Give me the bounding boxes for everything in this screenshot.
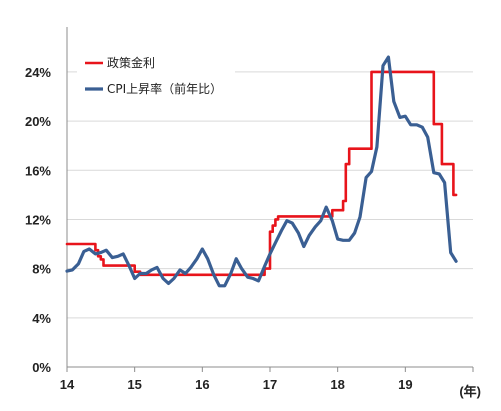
x-tick-label: 18 bbox=[330, 377, 344, 392]
x-tick-label: 17 bbox=[263, 377, 277, 392]
y-tick-label: 16% bbox=[25, 163, 51, 178]
legend-label: CPI上昇率（前年比） bbox=[107, 81, 222, 96]
series-line-policy-rate bbox=[65, 70, 458, 277]
legend: 政策金利 CPI上昇率（前年比） bbox=[77, 46, 235, 104]
x-tick-label: 16 bbox=[195, 377, 209, 392]
y-tick-label: 8% bbox=[32, 262, 51, 277]
x-tick-label: 15 bbox=[127, 377, 141, 392]
y-tick-label: 20% bbox=[25, 114, 51, 129]
y-tick-label: 0% bbox=[32, 360, 51, 375]
axes bbox=[66, 27, 474, 372]
series-line-cpi bbox=[65, 55, 458, 288]
y-axis-tick-labels: 0% 4% 8% 12% 16% 20% 24% bbox=[25, 65, 51, 375]
plot-area bbox=[65, 55, 458, 288]
legend-box bbox=[77, 46, 235, 104]
gridlines bbox=[67, 71, 473, 319]
x-axis-tick-labels: 14 15 16 17 18 19 bbox=[60, 377, 413, 392]
x-axis-unit-label: (年) bbox=[459, 384, 481, 399]
x-tick-label: 14 bbox=[60, 377, 75, 392]
y-tick-label: 12% bbox=[25, 212, 51, 227]
legend-label: 政策金利 bbox=[107, 55, 155, 70]
y-tick-label: 24% bbox=[25, 65, 51, 80]
y-tick-label: 4% bbox=[32, 311, 51, 326]
x-tick-label: 19 bbox=[398, 377, 412, 392]
